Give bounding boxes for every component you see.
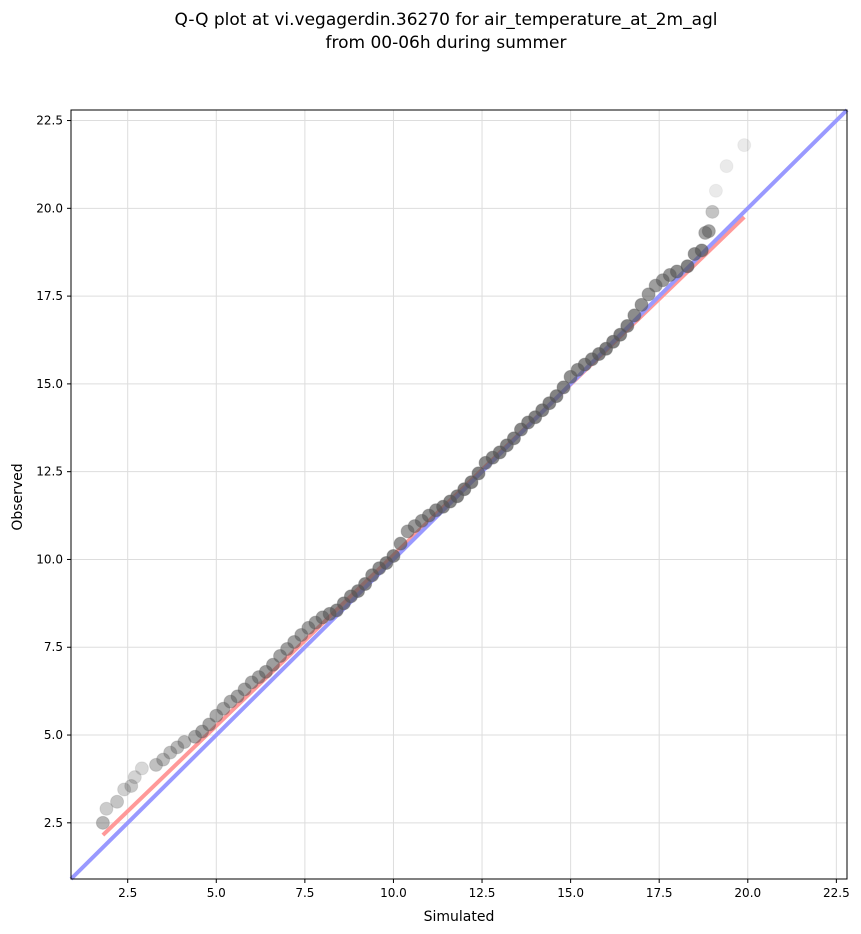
- quantile-point: [358, 577, 373, 592]
- quantile-point: [393, 536, 408, 551]
- x-tick-label: 17.5: [646, 886, 673, 900]
- x-tick-label: 15.0: [557, 886, 584, 900]
- y-tick-label: 12.5: [36, 465, 63, 479]
- quantile-point: [701, 224, 716, 239]
- y-tick-label: 7.5: [44, 640, 63, 654]
- y-tick-label: 15.0: [36, 377, 63, 391]
- quantile-point: [134, 761, 149, 776]
- y-axis-label: Observed: [10, 463, 26, 530]
- quantile-point: [265, 657, 280, 672]
- x-tick-label: 12.5: [469, 886, 496, 900]
- quantile-point: [471, 466, 486, 481]
- plot-grid: [71, 110, 847, 879]
- quantile-point: [694, 243, 709, 258]
- x-tick-label: 22.5: [823, 886, 850, 900]
- quantile-point: [506, 431, 521, 446]
- quantile-point: [556, 380, 571, 395]
- y-tick-label: 20.0: [36, 201, 63, 215]
- y-tick-label: 5.0: [44, 728, 63, 742]
- y-tick-label: 17.5: [36, 289, 63, 303]
- x-tick-label: 10.0: [380, 886, 407, 900]
- quantile-point: [719, 159, 734, 174]
- quantile-point: [680, 259, 695, 274]
- quantile-point: [163, 745, 178, 760]
- plot-frame: [70, 109, 848, 880]
- quantile-point: [549, 389, 564, 404]
- quantile-point: [613, 327, 628, 342]
- quantile-point: [117, 782, 132, 797]
- quantile-point: [149, 757, 164, 772]
- chart-subtitle: from 00-06h during summer: [326, 33, 567, 53]
- quantile-point: [124, 778, 139, 793]
- chart-title: Q-Q plot at vi.vegagerdin.36270 for air_…: [174, 10, 717, 30]
- y-tick-label: 22.5: [36, 114, 63, 128]
- x-axis-ticks: 2.5 5.0 7.5 10.0 12.5 15.0 17.5 20.0 22.5: [118, 879, 850, 900]
- quantile-point: [95, 815, 110, 830]
- quantile-point: [641, 287, 656, 302]
- y-axis-ticks: 2.5 5.0 7.5 10.0 12.5 15.0 17.5 20.0 22.5: [36, 114, 71, 830]
- y-tick-label: 2.5: [44, 816, 63, 830]
- x-axis-label: Simulated: [424, 909, 495, 925]
- quantile-point: [156, 752, 171, 767]
- quantile-point: [708, 183, 723, 198]
- quantile-point: [386, 548, 401, 563]
- quantile-point: [464, 475, 479, 490]
- quantile-point: [170, 740, 185, 755]
- x-tick-label: 5.0: [207, 886, 226, 900]
- quantile-point: [737, 138, 752, 153]
- quantile-point: [110, 794, 125, 809]
- quantile-point: [127, 770, 142, 785]
- x-tick-label: 7.5: [295, 886, 314, 900]
- x-tick-label: 20.0: [734, 886, 761, 900]
- quantile-point: [627, 308, 642, 323]
- quantile-point: [634, 297, 649, 312]
- quantile-point: [669, 264, 684, 279]
- quantile-point: [99, 801, 114, 816]
- quantile-point: [202, 717, 217, 732]
- x-tick-label: 2.5: [118, 886, 137, 900]
- quantile-point: [177, 735, 192, 750]
- plot-points: [95, 138, 752, 830]
- quantile-point: [620, 318, 635, 333]
- quantile-point: [705, 204, 720, 219]
- y-tick-label: 10.0: [36, 552, 63, 566]
